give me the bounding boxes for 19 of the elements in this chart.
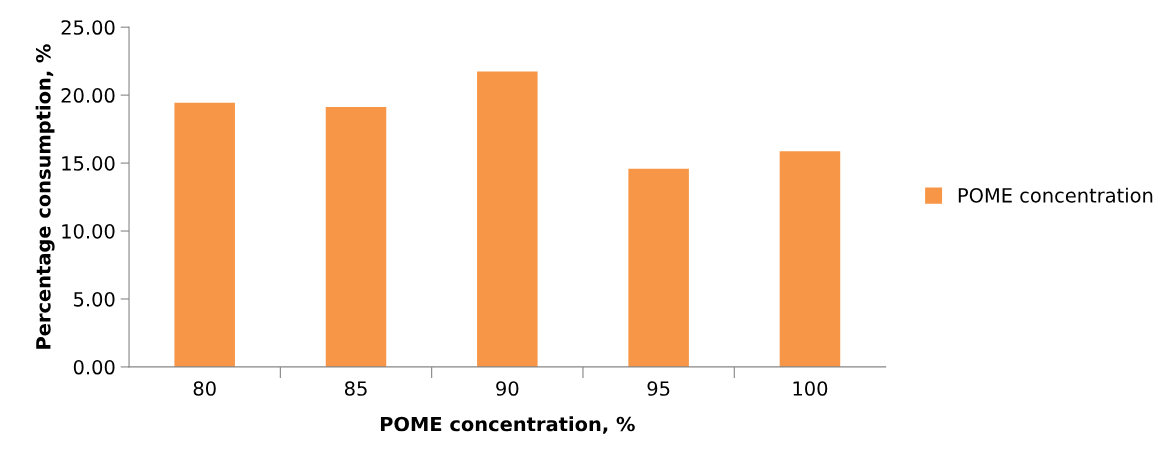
- y-tick-label: 15.00: [62, 156, 115, 171]
- x-tick-label: 80: [193, 381, 216, 396]
- legend-label: POME concentration: [958, 187, 1153, 203]
- x-tick-label: 95: [647, 381, 670, 396]
- bar: [325, 106, 387, 367]
- x-tick-label: 100: [793, 381, 828, 396]
- bar: [174, 102, 235, 367]
- bar: [779, 151, 841, 367]
- x-axis-title: POME concentration, %: [380, 416, 635, 434]
- x-tick-label: 90: [496, 381, 519, 396]
- y-axis-title: Percentage consumption, %: [35, 44, 55, 349]
- y-tick-label: 5.00: [74, 291, 115, 307]
- y-tick-label: 20.00: [61, 88, 115, 103]
- x-tick-label: 85: [344, 381, 367, 396]
- bar: [628, 168, 689, 367]
- bar: [477, 71, 538, 367]
- y-tick-label: 0.00: [73, 359, 115, 375]
- y-tick-label: 10.00: [62, 223, 115, 239]
- y-tick-label: 25.00: [61, 20, 115, 35]
